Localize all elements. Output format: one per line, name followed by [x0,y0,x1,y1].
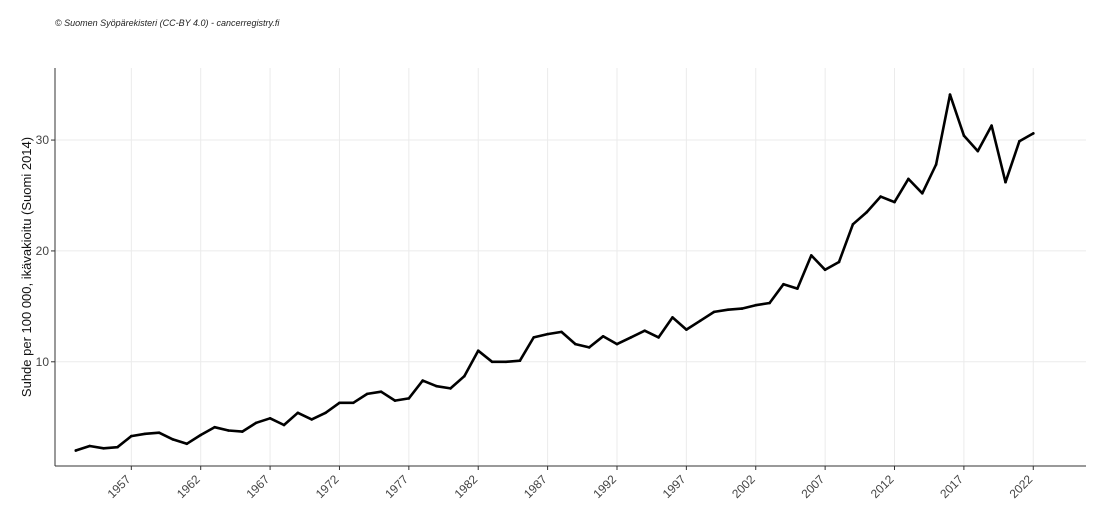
x-tick-label: 1997 [660,472,689,501]
data-point [754,303,757,307]
data-point [1032,132,1035,135]
data-point [962,134,966,137]
data-point [671,316,674,319]
data-point [449,387,452,390]
data-point [490,360,494,364]
copyright-credit: © Suomen Syöpärekisteri (CC-BY 4.0) - ca… [55,18,280,28]
data-point [921,192,924,195]
data-point [587,346,591,349]
data-point [823,268,827,272]
data-point [560,330,563,334]
data-point [463,374,466,378]
data-point [837,260,841,264]
data-point [796,287,799,290]
data-point [629,336,633,339]
y-ticks: 10 20 30 [36,133,55,369]
x-tick-label: 1967 [243,472,272,501]
data-point [907,177,910,181]
data-point [990,124,993,127]
data-point [546,332,549,336]
x-tick-label: 1977 [382,472,411,501]
data-point [157,431,161,435]
data-point [518,359,522,363]
data-point [435,384,438,388]
data-point [976,149,980,153]
x-tick-label: 2022 [1007,472,1036,501]
x-tick-label: 1972 [313,472,342,501]
y-axis-title: Suhde per 100 000, ikävakioitu (Suomi 20… [19,137,34,397]
data-point [185,442,189,446]
data-point [352,401,355,405]
data-point [116,445,119,449]
x-tick-label: 2002 [729,472,758,501]
data-point [740,307,744,310]
data-point [310,418,314,421]
data-point [893,200,896,204]
y-tick-label: 20 [36,244,50,258]
data-point [476,349,480,353]
data-point [241,430,244,433]
data-point [296,411,300,415]
data-point [171,438,175,441]
data-point [810,254,813,257]
data-point [643,329,646,333]
data-point [601,335,605,338]
data-point [324,411,327,415]
data-point [934,163,938,166]
x-ticks: 1957 1962 1967 1972 1977 1982 1987 1992 1997 2002… [105,466,1036,501]
x-tick-label: 1962 [174,472,203,501]
data-point [421,379,425,382]
data-point [143,432,147,436]
data-point [948,93,952,96]
data-point [782,282,785,286]
data-point [851,223,855,226]
data-point [574,342,577,346]
series-line [74,93,1035,452]
data-point [254,421,258,425]
data-point [199,433,202,437]
data-point [338,401,341,405]
data-point [88,444,91,448]
data-point [712,310,716,314]
data-point [657,336,660,339]
x-tick-label: 1992 [590,472,619,501]
y-tick-label: 30 [36,133,50,147]
data-point [365,392,369,396]
data-point [74,449,78,452]
x-tick-label: 1987 [521,472,550,501]
grid [55,68,1086,466]
y-tick-label: 10 [36,355,50,369]
data-point [865,210,869,214]
data-point [213,425,216,429]
data-point [102,447,105,450]
x-tick-label: 2017 [937,472,966,501]
data-point [504,360,508,364]
data-points [74,93,1035,452]
data-point [532,336,535,339]
data-point [282,423,286,427]
data-point [407,397,411,400]
data-point [227,429,230,432]
data-point [1004,180,1007,184]
data-point [379,390,383,394]
x-tick-label: 2007 [798,472,827,501]
x-tick-label: 2012 [868,472,897,501]
data-point [726,308,730,312]
data-point [393,399,397,402]
data-point [1018,139,1021,143]
x-tick-label: 1982 [452,472,481,501]
data-point [268,417,272,420]
data-point [130,434,133,438]
data-point [615,342,619,346]
data-point [879,195,882,198]
data-point [685,328,688,331]
x-tick-label: 1957 [105,472,134,501]
data-point [698,319,702,323]
data-point [768,301,771,305]
